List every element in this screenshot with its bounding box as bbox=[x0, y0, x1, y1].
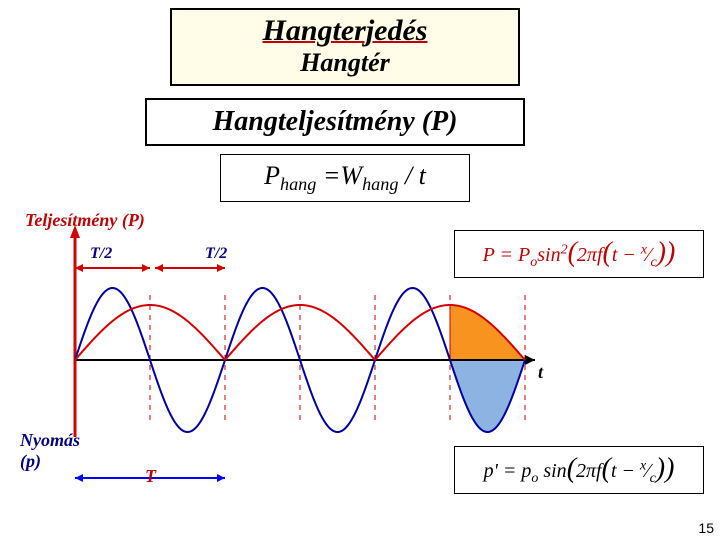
title-sub: Hangtér bbox=[180, 48, 510, 78]
subtitle-box: Hangteljesítmény (P) bbox=[145, 98, 525, 146]
label-t-axis: t bbox=[538, 362, 543, 383]
label-power: Teljesítmény (P) bbox=[25, 210, 145, 231]
title-box: Hangterjedés Hangtér bbox=[170, 8, 520, 86]
label-thalf-1: T/2 bbox=[90, 245, 112, 263]
title-main: Hangterjedés bbox=[180, 14, 510, 48]
page-number: 15 bbox=[698, 520, 714, 536]
chart: Teljesítmény (P) T/2 T/2 Nyomás (p) t T bbox=[20, 210, 560, 490]
formula-power-def: Phang =Whang / t bbox=[220, 154, 470, 202]
label-period-T: T bbox=[145, 466, 156, 487]
subtitle-text: Hangteljesítmény (P) bbox=[213, 106, 458, 137]
label-pressure: Nyomás (p) bbox=[20, 430, 80, 472]
label-thalf-2: T/2 bbox=[205, 245, 227, 263]
